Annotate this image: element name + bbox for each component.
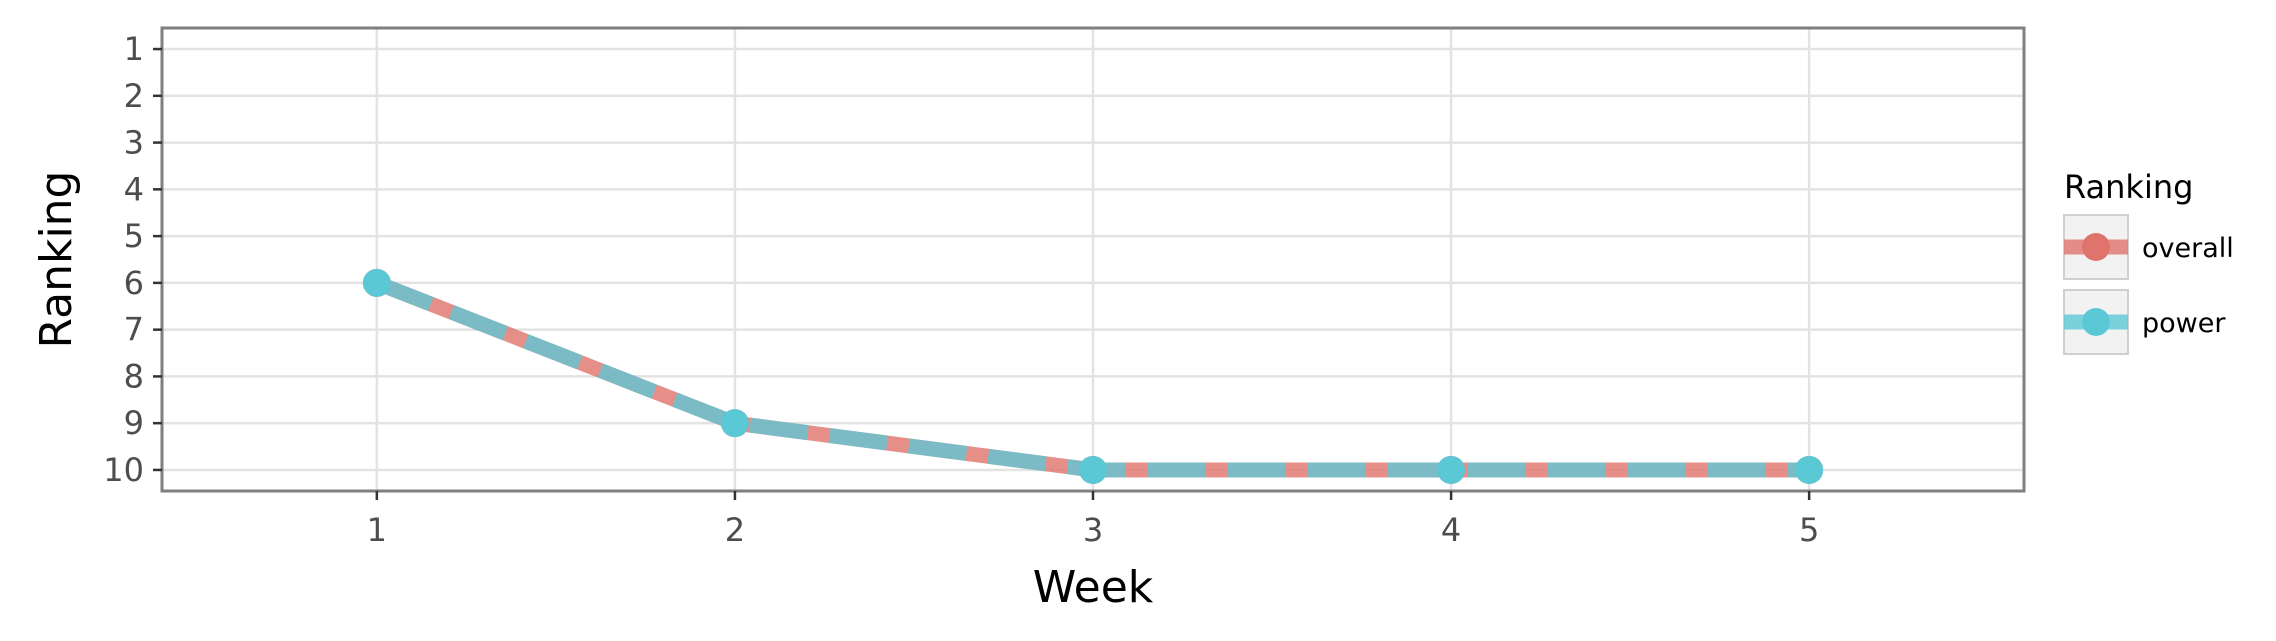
data-point-power bbox=[362, 268, 391, 297]
legend: Ranking overall power bbox=[2063, 168, 2234, 355]
y-tick-label: 4 bbox=[124, 170, 144, 208]
y-tick-label: 1 bbox=[124, 30, 144, 68]
legend-title: Ranking bbox=[2064, 168, 2193, 206]
legend-label-power: power bbox=[2142, 308, 2226, 339]
data-point-power bbox=[1795, 455, 1824, 484]
legend-item-power: power bbox=[2063, 289, 2226, 355]
y-tick-label: 8 bbox=[124, 357, 144, 395]
legend-key-point bbox=[2082, 233, 2110, 261]
x-tick-label: 4 bbox=[1441, 511, 1461, 549]
x-tick-label: 5 bbox=[1799, 511, 1819, 549]
legend-label-overall: overall bbox=[2142, 233, 2234, 264]
y-tick-label: 5 bbox=[124, 217, 144, 255]
x-axis-title: Week bbox=[1033, 562, 1154, 613]
y-axis-title: Ranking bbox=[31, 171, 82, 349]
grid-lines bbox=[162, 28, 2024, 491]
y-tick-label: 10 bbox=[103, 451, 144, 489]
y-tick-label: 2 bbox=[124, 77, 144, 115]
y-tick-label: 7 bbox=[124, 311, 144, 349]
data-point-power bbox=[1437, 455, 1466, 484]
y-tick-label: 6 bbox=[124, 264, 144, 302]
y-tick-label: 3 bbox=[124, 124, 144, 162]
data-point-power bbox=[1079, 455, 1107, 484]
data-point-power bbox=[720, 409, 749, 438]
legend-key-point bbox=[2082, 308, 2110, 336]
axis-ticks: 1 2 3 4 5 1 2 3 4 5 6 7 8 9 10 bbox=[103, 30, 1819, 549]
x-tick-label: 1 bbox=[367, 511, 387, 549]
x-tick-label: 3 bbox=[1083, 511, 1103, 549]
x-tick-label: 2 bbox=[725, 511, 745, 549]
legend-item-overall: overall bbox=[2063, 214, 2234, 280]
y-tick-label: 9 bbox=[124, 404, 144, 442]
data-points bbox=[362, 268, 1824, 484]
